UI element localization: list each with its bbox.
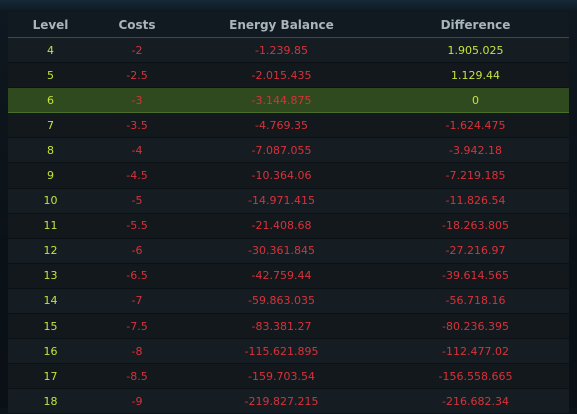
cell-level: 11: [8, 213, 93, 239]
cell-costs: -4.5: [93, 162, 181, 189]
table-row: 11 -5.5 -21.408.68 -18.263.805: [8, 213, 569, 239]
cell-difference: -3.942.18: [382, 137, 569, 164]
cell-costs: -5: [93, 188, 181, 214]
cell-level: 8: [8, 137, 93, 164]
cell-energy-balance: -42.759.44: [181, 263, 382, 289]
table-header-row: Level Costs Energy Balance Difference: [8, 12, 569, 38]
cell-costs: -6.5: [93, 263, 181, 289]
cell-energy-balance: -1.239.85: [181, 37, 382, 64]
cell-energy-balance: -115.621.895: [181, 338, 382, 365]
cell-costs: -7: [93, 288, 181, 315]
cell-level: 6: [8, 87, 93, 114]
cell-difference: -1.624.475: [382, 112, 569, 139]
cell-costs: -7.5: [93, 313, 181, 340]
cell-energy-balance: -2.015.435: [181, 62, 382, 89]
cell-costs: -2.5: [93, 62, 181, 89]
cell-level: 17: [8, 363, 93, 390]
cell-costs: -2: [93, 37, 181, 64]
cell-energy-balance: -10.364.06: [181, 162, 382, 189]
cell-level: 18: [8, 388, 93, 414]
header-difference: Difference: [382, 12, 569, 38]
cell-difference: -11.826.54: [382, 188, 569, 214]
cell-difference: -112.477.02: [382, 338, 569, 365]
cell-level: 15: [8, 313, 93, 340]
cell-costs: -4: [93, 137, 181, 164]
cell-difference: 1.129.44: [382, 62, 569, 89]
table-row: 13 -6.5 -42.759.44 -39.614.565: [8, 263, 569, 289]
cell-difference: -39.614.565: [382, 263, 569, 289]
table-row: 8 -4 -7.087.055 -3.942.18: [8, 137, 569, 164]
cell-difference: 1.905.025: [382, 37, 569, 64]
table-row: 10 -5 -14.971.415 -11.826.54: [8, 188, 569, 214]
table-body: 4 -2 -1.239.85 1.905.025 5 -2.5 -2.015.435 1.12…: [8, 37, 569, 414]
table-row: 15 -7.5 -83.381.27 -80.236.395: [8, 313, 569, 340]
table-row: 12 -6 -30.361.845 -27.216.97: [8, 238, 569, 264]
table-row: 16 -8 -115.621.895 -112.477.02: [8, 338, 569, 365]
cell-costs: -9: [93, 388, 181, 414]
cell-difference: -56.718.16: [382, 288, 569, 315]
cell-difference: -7.219.185: [382, 162, 569, 189]
table-row: 7 -3.5 -4.769.35 -1.624.475: [8, 112, 569, 139]
cell-energy-balance: -159.703.54: [181, 363, 382, 390]
header-energy-balance: Energy Balance: [181, 12, 382, 38]
cell-level: 14: [8, 288, 93, 315]
cell-difference: -156.558.665: [382, 363, 569, 390]
energy-table: Level Costs Energy Balance Difference 4-…: [8, 12, 569, 414]
cell-level: 9: [8, 162, 93, 189]
table-row: 17 -8.5 -159.703.54 -156.558.665: [8, 363, 569, 390]
cell-energy-balance: -4.769.35: [181, 112, 382, 139]
cell-energy-balance: -30.361.845: [181, 238, 382, 264]
cell-costs: -8.5: [93, 363, 181, 390]
table-row: 9 -4.5 -10.364.06 -7.219.185: [8, 162, 569, 189]
cell-costs: -5.5: [93, 213, 181, 239]
cell-level: 4: [8, 37, 93, 64]
cell-energy-balance: -219.827.215: [181, 388, 382, 414]
cell-level: 13: [8, 263, 93, 289]
table-row-highlighted: 6 -3 -3.144.875 0: [8, 87, 569, 114]
table-row: 4 -2 -1.239.85 1.905.025: [8, 37, 569, 64]
cell-energy-balance: -59.863.035: [181, 288, 382, 315]
cell-level: 7: [8, 112, 93, 139]
cell-energy-balance: -3.144.875: [181, 87, 382, 114]
table-row: 18 -9 -219.827.215 -216.682.34: [8, 388, 569, 414]
cell-costs: -6: [93, 238, 181, 264]
header-costs: Costs: [93, 12, 181, 38]
cell-energy-balance: -83.381.27: [181, 313, 382, 340]
header-level: Level: [8, 12, 93, 38]
cell-difference: -18.263.805: [382, 213, 569, 239]
cell-costs: -3: [93, 87, 181, 114]
cell-difference: -80.236.395: [382, 313, 569, 340]
table-row: 5 -2.5 -2.015.435 1.129.44: [8, 62, 569, 89]
cell-level: 10: [8, 188, 93, 214]
cell-difference: -27.216.97: [382, 238, 569, 264]
cell-energy-balance: -21.408.68: [181, 213, 382, 239]
cell-energy-balance: -7.087.055: [181, 137, 382, 164]
cell-level: 5: [8, 62, 93, 89]
top-strip: [0, 0, 577, 10]
cell-difference: -216.682.34: [382, 388, 569, 414]
cell-difference: 0: [382, 87, 569, 114]
cell-level: 16: [8, 338, 93, 365]
cell-level: 12: [8, 238, 93, 264]
table-row: 14 -7 -59.863.035 -56.718.16: [8, 288, 569, 315]
cell-energy-balance: -14.971.415: [181, 188, 382, 214]
cell-costs: -8: [93, 338, 181, 365]
cell-costs: -3.5: [93, 112, 181, 139]
